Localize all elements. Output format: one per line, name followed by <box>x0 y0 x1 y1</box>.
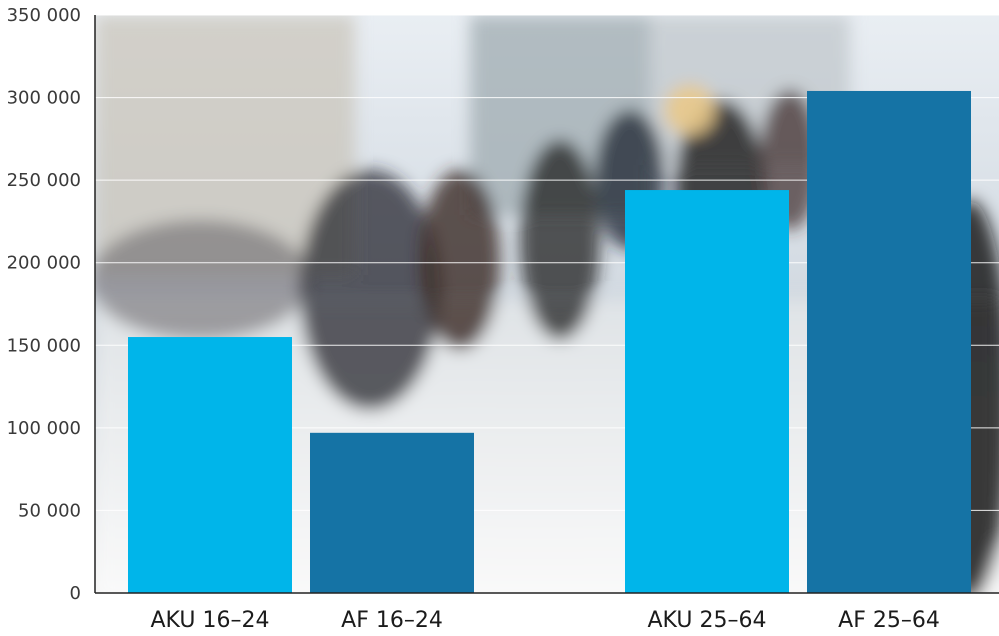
x-category-labels: AKU 16–24 AF 16–24 AKU 25–64 AF 25–64 <box>151 608 940 633</box>
y-tick-label: 100 000 <box>7 418 81 439</box>
y-tick-label: 50 000 <box>18 500 81 521</box>
x-category-label: AKU 25–64 <box>648 608 767 633</box>
y-tick-label: 350 000 <box>7 5 81 26</box>
bar-af-16-24 <box>310 432 474 593</box>
y-tick-label: 150 000 <box>7 335 81 356</box>
y-tick-label: 0 <box>70 583 81 604</box>
y-tick-labels: 0 50 000 100 000 150 000 200 000 250 000 300 0… <box>7 5 81 604</box>
y-tick-label: 250 000 <box>7 170 81 191</box>
x-category-label: AF 25–64 <box>838 608 940 633</box>
bars <box>128 90 971 594</box>
bar-aku-16-24 <box>128 337 292 593</box>
bar-af-25-64 <box>807 90 971 594</box>
y-tick-label: 300 000 <box>7 88 81 109</box>
bar-aku-25-64 <box>625 190 789 593</box>
y-tick-label: 200 000 <box>7 253 81 274</box>
x-category-label: AF 16–24 <box>341 608 443 633</box>
x-category-label: AKU 16–24 <box>151 608 270 633</box>
